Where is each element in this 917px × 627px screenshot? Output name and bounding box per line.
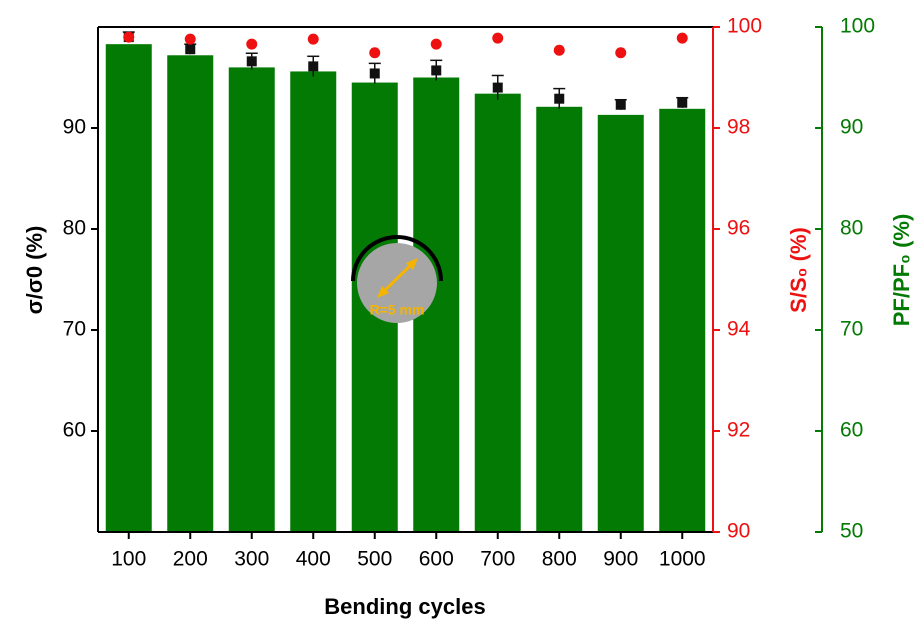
y3-tick-label: 70 <box>840 318 863 341</box>
marker <box>431 65 441 75</box>
marker <box>492 33 503 44</box>
marker <box>308 34 319 45</box>
y3-tick-label: 60 <box>840 419 863 442</box>
x-tick-label: 500 <box>357 548 392 571</box>
y-tick-label: 90 <box>63 116 86 139</box>
y-tick-label: 70 <box>63 318 86 341</box>
y2-tick-label: 94 <box>727 318 751 341</box>
x-tick-label: 800 <box>542 548 577 571</box>
marker <box>615 47 626 58</box>
x-tick-label: 100 <box>111 548 146 571</box>
y3-tick-label: 100 <box>840 15 875 38</box>
marker <box>308 61 318 71</box>
marker <box>185 34 196 45</box>
x-tick-label: 700 <box>480 548 515 571</box>
bar <box>106 44 152 532</box>
bar <box>475 94 521 532</box>
marker <box>677 33 688 44</box>
marker <box>185 44 195 54</box>
y2-tick-label: 100 <box>727 15 762 38</box>
x-tick-label: 900 <box>603 548 638 571</box>
bar <box>536 107 582 532</box>
marker <box>677 98 687 108</box>
x-tick-label: 200 <box>173 548 208 571</box>
y3-tick-label: 80 <box>840 217 863 240</box>
y3-axis-label: PF/PF₀ (%) <box>889 214 914 327</box>
marker <box>554 45 565 56</box>
bar <box>659 109 705 532</box>
y3-tick-label: 90 <box>840 116 863 139</box>
bar <box>229 67 275 532</box>
bar <box>598 115 644 532</box>
marker <box>369 47 380 58</box>
y2-tick-label: 96 <box>727 217 750 240</box>
x-tick-label: 1000 <box>659 548 706 571</box>
y3-tick-label: 50 <box>840 520 863 543</box>
y2-tick-label: 90 <box>727 520 750 543</box>
marker <box>247 56 257 66</box>
y2-tick-label: 98 <box>727 116 750 139</box>
chart: Bending cycles σ/σ0 (%) S/S₀ (%) PF/PF₀ … <box>0 0 917 627</box>
marker <box>246 39 257 50</box>
x-axis-label: Bending cycles <box>324 594 485 619</box>
y2-tick-label: 92 <box>727 419 750 442</box>
bar <box>290 71 336 532</box>
marker <box>493 83 503 93</box>
marker <box>554 94 564 104</box>
y-tick-label: 60 <box>63 419 86 442</box>
x-tick-label: 600 <box>419 548 454 571</box>
x-tick-label: 300 <box>234 548 269 571</box>
y-axis-label: σ/σ0 (%) <box>22 226 47 315</box>
x-tick-label: 400 <box>296 548 331 571</box>
marker <box>370 68 380 78</box>
annotation: R=5 mm <box>370 302 425 318</box>
marker <box>123 32 134 43</box>
marker <box>616 100 626 110</box>
bar <box>167 55 213 532</box>
y2-axis-label: S/S₀ (%) <box>786 227 811 313</box>
y-tick-label: 80 <box>63 217 86 240</box>
marker <box>431 39 442 50</box>
